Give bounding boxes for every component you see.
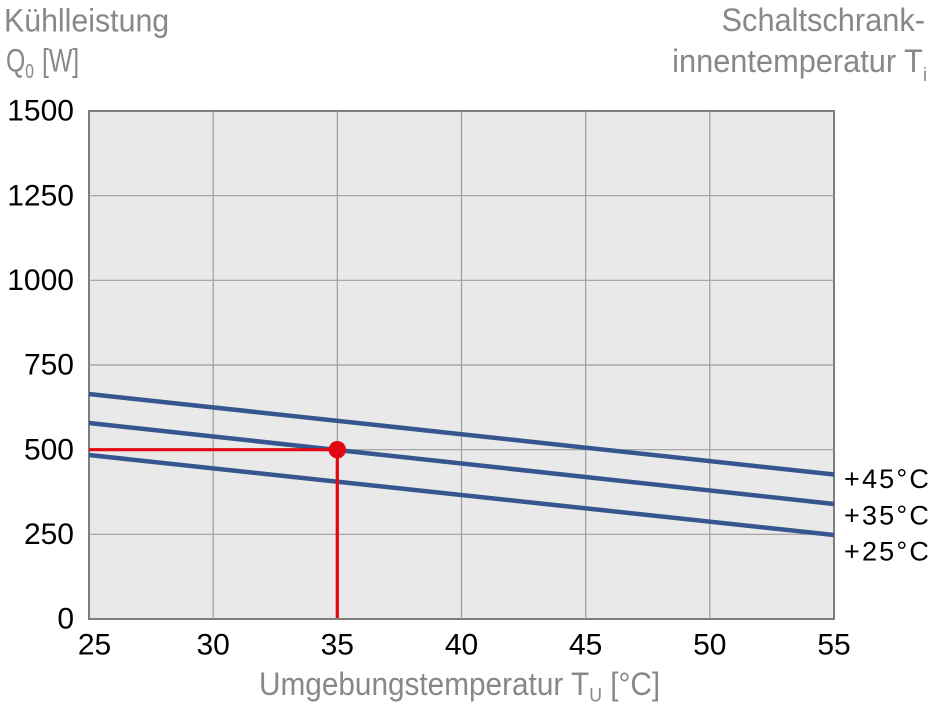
svg-text:55: 55 [817, 629, 850, 662]
svg-text:25: 25 [78, 629, 111, 662]
svg-text:Schaltschrank-: Schaltschrank- [722, 2, 925, 38]
svg-text:250: 250 [24, 518, 74, 551]
svg-text:30: 30 [197, 629, 230, 662]
svg-text:500: 500 [24, 433, 74, 466]
svg-text:35: 35 [321, 629, 354, 662]
svg-text:Kühlleistung: Kühlleistung [4, 3, 169, 39]
svg-text:1500: 1500 [7, 95, 74, 128]
svg-text:innentemperatur Ti: innentemperatur Ti [672, 43, 927, 85]
svg-text:+25°C: +25°C [844, 537, 931, 567]
svg-text:Q0 [W]: Q0 [W] [6, 44, 79, 83]
svg-text:45: 45 [569, 629, 602, 662]
svg-text:50: 50 [693, 629, 726, 662]
svg-text:1250: 1250 [7, 179, 74, 212]
svg-text:0: 0 [57, 603, 74, 636]
svg-text:+45°C: +45°C [844, 464, 931, 494]
svg-text:40: 40 [445, 629, 478, 662]
svg-text:+35°C: +35°C [844, 501, 931, 531]
svg-text:750: 750 [24, 349, 74, 382]
svg-text:1000: 1000 [7, 264, 74, 297]
